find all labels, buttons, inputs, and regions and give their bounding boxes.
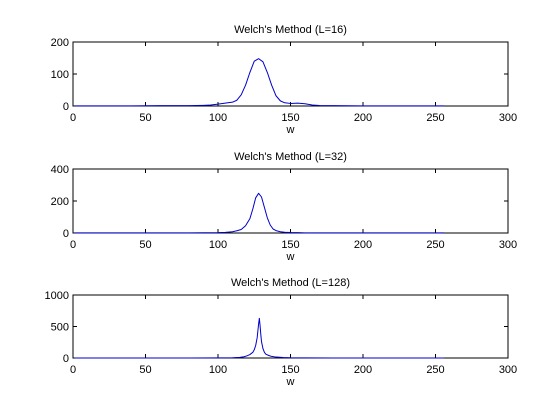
subplot-1: Welch's Method (L=16) 0 50 100 150 200 250 300 0… [51,24,518,136]
x-tick-label: 100 [209,239,227,251]
series-line-1 [74,317,445,359]
x-tick-label: 200 [354,364,372,376]
chart-title: Welch's Method (L=32) [234,151,347,163]
x-tick-label: 300 [499,239,517,251]
series-line-1 [74,58,445,107]
x-tick-label: 100 [209,112,227,124]
y-tick-label: 1000 [45,290,69,302]
x-tick-label: 300 [499,112,517,124]
axes-box [72,294,509,359]
x-tick-label: 200 [354,239,372,251]
y-tick-label: 0 [63,101,69,113]
x-tick-label: 50 [139,239,151,251]
chart-title: Welch's Method (L=16) [234,24,347,36]
x-tick-label: 0 [70,364,76,376]
y-tick-label: 400 [51,164,69,176]
subplot-2: Welch's Method (L=32) 0 50 100 150 200 250 300 0… [51,151,518,263]
x-tick-label: 250 [426,364,444,376]
axes-box [72,168,509,234]
x-tick-label: 200 [354,112,372,124]
x-tick-label: 100 [209,364,227,376]
axes-box [72,41,509,107]
x-tick-label: 0 [70,239,76,251]
y-tick-label: 0 [63,353,69,365]
x-tick-label: 50 [139,112,151,124]
x-axis-label: w [286,124,295,136]
y-tick-label: 500 [51,322,69,334]
x-axis-label: w [286,251,295,263]
x-axis-label: w [286,376,295,388]
x-tick-label: 150 [281,239,299,251]
y-tick-label: 200 [51,196,69,208]
y-tick-label: 0 [63,228,69,240]
x-tick-label: 250 [426,239,444,251]
series-line-1 [74,192,445,234]
x-tick-label: 50 [139,364,151,376]
x-tick-label: 150 [281,364,299,376]
x-tick-label: 0 [70,112,76,124]
subplot-3: Welch's Method (L=128) 0 50 100 150 200 250 300… [45,277,518,388]
chart-title: Welch's Method (L=128) [231,277,350,289]
x-tick-label: 250 [426,112,444,124]
y-tick-label: 200 [51,37,69,49]
x-tick-label: 300 [499,364,517,376]
x-tick-label: 150 [281,112,299,124]
y-tick-label: 100 [51,69,69,81]
